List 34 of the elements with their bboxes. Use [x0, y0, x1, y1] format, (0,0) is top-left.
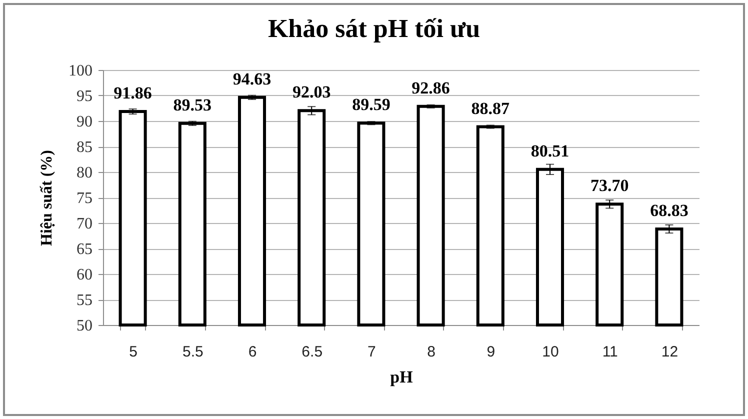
- data-label: 91.86: [114, 84, 152, 103]
- x-tick-label: 7: [368, 344, 376, 360]
- y-tick-label: 100: [68, 62, 92, 80]
- x-tick-label: 6.5: [302, 344, 323, 360]
- y-tick-label: 90: [76, 114, 92, 130]
- data-label: 89.59: [352, 95, 390, 114]
- y-tick-label: 80: [76, 164, 92, 182]
- x-tick-label: 12: [661, 344, 678, 360]
- data-label: 73.70: [590, 176, 629, 196]
- y-tick-label: 95: [76, 88, 92, 105]
- x-tick-label: 11: [602, 344, 618, 360]
- x-axis-title: pH: [390, 368, 413, 386]
- data-label: 94.63: [232, 69, 272, 88]
- data-label: 88.87: [471, 98, 510, 118]
- y-axis-title: Hiệu suất (%): [38, 150, 56, 246]
- y-tick-label: 60: [76, 266, 92, 284]
- x-tick-label: 5: [129, 344, 138, 360]
- y-tick-label: 50: [76, 318, 92, 334]
- y-tick-label: 70: [76, 216, 92, 232]
- data-label: 80.51: [530, 141, 570, 160]
- x-tick-label: 6: [248, 344, 257, 360]
- data-label: 89.53: [173, 95, 212, 114]
- data-label: 92.03: [292, 82, 331, 102]
- x-tick-label: 5.5: [182, 344, 204, 360]
- data-label: 68.83: [650, 200, 688, 220]
- data-label: 92.86: [412, 78, 450, 98]
- chart-title: Khảo sát pH tối ưu: [268, 14, 480, 43]
- y-tick-label: 85: [76, 139, 92, 156]
- x-tick-label: 9: [486, 344, 496, 360]
- x-tick-label: 10: [542, 344, 559, 360]
- y-tick-label: 65: [76, 241, 92, 258]
- y-tick-label: 75: [76, 190, 92, 207]
- y-tick-label: 55: [76, 292, 92, 309]
- x-tick-label: 8: [427, 344, 436, 360]
